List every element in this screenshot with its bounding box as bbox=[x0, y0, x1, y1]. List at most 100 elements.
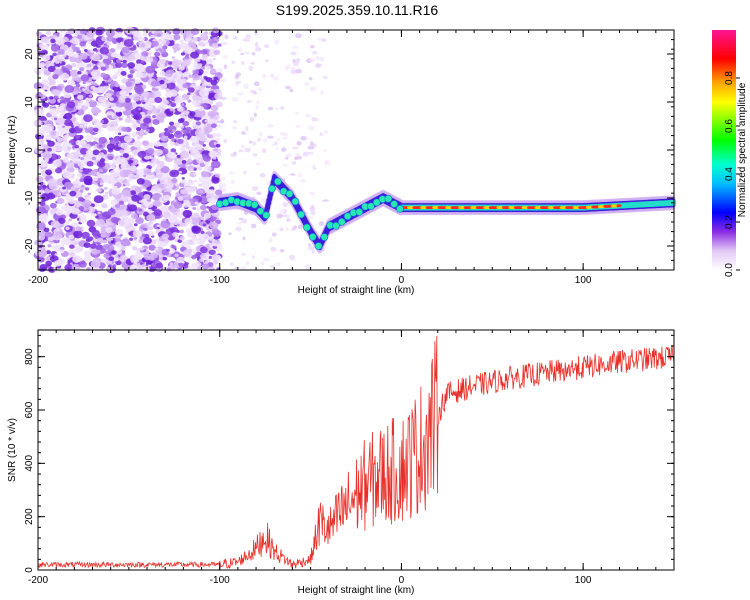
noise-blob bbox=[133, 33, 143, 42]
noise-blob bbox=[101, 123, 108, 129]
noise-blob bbox=[87, 192, 91, 196]
noise-blob bbox=[84, 194, 89, 199]
noise-blob bbox=[88, 94, 93, 98]
noise-blob bbox=[50, 130, 57, 136]
noise-blob bbox=[56, 198, 64, 204]
noise-blob bbox=[255, 100, 260, 105]
noise-blob bbox=[194, 261, 202, 267]
noise-blob bbox=[201, 82, 207, 87]
noise-blob bbox=[130, 265, 136, 270]
noise-blob bbox=[282, 164, 288, 167]
noise-blob bbox=[51, 245, 55, 249]
y-tick-label: -20 bbox=[24, 238, 35, 253]
y-tick-label: -10 bbox=[24, 190, 35, 205]
noise-blob bbox=[276, 213, 283, 219]
noise-blob bbox=[90, 85, 96, 90]
noise-blob bbox=[273, 39, 280, 45]
noise-blob bbox=[93, 65, 99, 71]
noise-blob bbox=[169, 141, 176, 146]
trace-dot bbox=[390, 200, 398, 208]
trace-dot bbox=[303, 223, 311, 232]
noise-blob bbox=[93, 137, 98, 141]
noise-blob bbox=[174, 183, 179, 187]
noise-blob bbox=[199, 33, 207, 39]
spectrogram-xlabel: Height of straight line (km) bbox=[298, 285, 415, 296]
noise-blob bbox=[302, 151, 309, 157]
noise-blob bbox=[70, 79, 74, 83]
noise-blob bbox=[312, 164, 316, 170]
noise-blob bbox=[293, 225, 297, 230]
noise-blob bbox=[292, 45, 299, 50]
trace-dot bbox=[320, 233, 329, 241]
noise-blob bbox=[251, 255, 255, 259]
noise-blob bbox=[189, 135, 200, 144]
noise-blob bbox=[191, 255, 197, 260]
noise-blob bbox=[222, 42, 228, 46]
noise-blob bbox=[194, 57, 201, 63]
noise-blob bbox=[45, 169, 52, 175]
noise-blob bbox=[112, 75, 118, 80]
noise-blob bbox=[163, 131, 170, 137]
noise-blob bbox=[145, 174, 152, 180]
noise-blob bbox=[86, 30, 95, 38]
noise-blob bbox=[55, 60, 60, 64]
noise-blob bbox=[39, 181, 44, 186]
noise-blob bbox=[190, 216, 201, 225]
figure-title: S199.2025.359.10.11.R16 bbox=[276, 2, 439, 18]
noise-blob bbox=[99, 47, 110, 55]
noise-blob bbox=[275, 107, 279, 111]
noise-blob bbox=[279, 209, 286, 214]
noise-blob bbox=[230, 179, 236, 185]
noise-blob bbox=[189, 181, 195, 185]
noise-blob bbox=[118, 246, 122, 250]
noise-blob bbox=[82, 199, 92, 207]
noise-blob bbox=[252, 153, 258, 157]
noise-blob bbox=[183, 193, 192, 200]
noise-blob bbox=[231, 97, 239, 102]
noise-blob bbox=[91, 54, 101, 62]
noise-blob bbox=[127, 62, 136, 69]
noise-blob bbox=[53, 95, 59, 100]
noise-blob bbox=[81, 231, 90, 239]
noise-blob bbox=[108, 120, 119, 129]
trace-dot bbox=[338, 218, 346, 226]
noise-blob bbox=[213, 116, 219, 120]
noise-blob bbox=[152, 115, 157, 119]
noise-blob bbox=[68, 234, 75, 240]
noise-blob bbox=[198, 183, 202, 187]
noise-blob bbox=[111, 187, 121, 195]
noise-blob bbox=[50, 44, 61, 52]
noise-blob bbox=[319, 132, 323, 136]
noise-blob bbox=[114, 83, 120, 88]
noise-blob bbox=[322, 76, 328, 79]
noise-blob bbox=[248, 65, 254, 72]
noise-blob bbox=[197, 106, 205, 112]
colorbar-tick-label: 0.6 bbox=[724, 119, 735, 133]
noise-blob bbox=[241, 60, 245, 66]
noise-blob bbox=[198, 154, 203, 157]
noise-blob bbox=[65, 193, 70, 197]
noise-blob bbox=[285, 85, 292, 90]
noise-blob bbox=[113, 185, 118, 189]
noise-blob bbox=[210, 36, 214, 39]
noise-blob bbox=[202, 54, 208, 59]
noise-blob bbox=[233, 120, 238, 124]
noise-blob bbox=[213, 253, 218, 257]
noise-blob bbox=[41, 193, 51, 201]
noise-blob bbox=[307, 145, 315, 150]
colorbar: 0.0 0.2 0.4 0.6 0.8 Normalized spectral ampl… bbox=[712, 30, 748, 277]
noise-blob bbox=[243, 170, 247, 175]
noise-blob bbox=[78, 216, 87, 224]
noise-blob bbox=[73, 246, 83, 253]
noise-blob bbox=[206, 139, 211, 143]
noise-blob bbox=[231, 60, 235, 65]
trace-peak bbox=[617, 204, 622, 208]
noise-blob bbox=[72, 121, 80, 127]
noise-blob bbox=[202, 97, 207, 101]
noise-blob bbox=[98, 152, 105, 158]
noise-blob bbox=[295, 58, 301, 63]
noise-blob bbox=[206, 58, 213, 64]
noise-blob bbox=[285, 156, 289, 160]
noise-blob bbox=[148, 73, 154, 78]
